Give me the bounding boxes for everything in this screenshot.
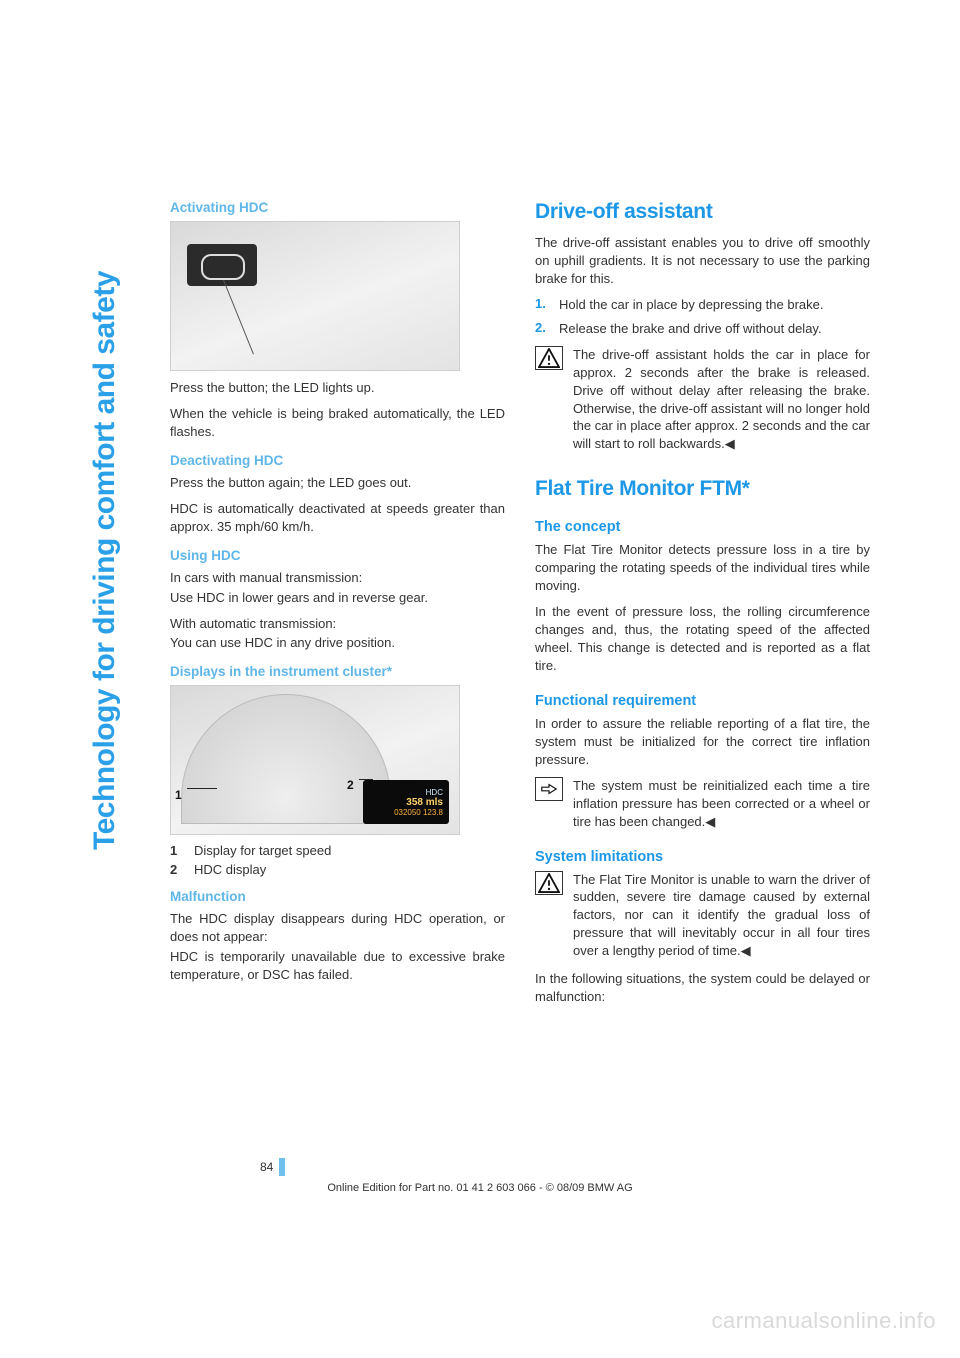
note-text: The Flat Tire Monitor is unable to warn … [573, 871, 870, 961]
heading-the-concept: The concept [535, 519, 870, 535]
body-text: The Flat Tire Monitor detects pressure l… [535, 541, 870, 595]
body-text: The drive-off assistant enables you to d… [535, 234, 870, 288]
warning-note: The Flat Tire Monitor is unable to warn … [535, 871, 870, 961]
body-text: Press the button again; the LED goes out… [170, 474, 505, 492]
warning-note: The drive-off assistant holds the car in… [535, 346, 870, 454]
content-columns: Activating HDC Press the button; the LED… [170, 200, 870, 1014]
heading-flat-tire-monitor: Flat Tire Monitor FTM* [535, 477, 870, 501]
page-number: 84 [260, 1160, 277, 1174]
legend-text: HDC display [194, 862, 266, 877]
page-number-bar [279, 1158, 285, 1176]
page-footer: 84 Online Edition for Part no. 01 41 2 6… [0, 1158, 960, 1194]
body-text: The HDC display disappears during HDC op… [170, 910, 505, 946]
cluster-line1: HDC [369, 788, 443, 797]
heading-functional-requirement: Functional requirement [535, 693, 870, 709]
warning-icon [535, 871, 563, 895]
step-number: 2. [535, 320, 549, 338]
note-text: The drive-off assistant holds the car in… [573, 346, 870, 454]
callout-line [223, 280, 254, 355]
step-item: 2. Release the brake and drive off witho… [535, 320, 870, 338]
body-text: HDC is automatically deactivated at spee… [170, 500, 505, 536]
heading-drive-off-assistant: Drive-off assistant [535, 200, 870, 224]
right-column: Drive-off assistant The drive-off assist… [535, 200, 870, 1014]
step-text: Hold the car in place by depressing the … [559, 296, 824, 314]
body-text: HDC is temporarily unavailable due to ex… [170, 948, 505, 984]
step-item: 1. Hold the car in place by depressing t… [535, 296, 870, 314]
page-number-wrap: 84 [260, 1158, 960, 1176]
step-text: Release the brake and drive off without … [559, 320, 822, 338]
legend-text: Display for target speed [194, 843, 331, 858]
body-text: In cars with manual transmission: [170, 569, 505, 587]
body-text: You can use HDC in any drive position. [170, 634, 505, 652]
body-text: Use HDC in lower gears and in reverse ge… [170, 589, 505, 607]
figure-hdc-button [170, 221, 460, 371]
body-text: In the following situations, the system … [535, 970, 870, 1006]
note-text: The system must be reinitialized each ti… [573, 777, 870, 831]
callout-label-1: 1 [175, 788, 182, 802]
figure-legend: 1 Display for target speed 2 HDC display [170, 843, 505, 877]
body-text: Press the button; the LED lights up. [170, 379, 505, 397]
page: Technology for driving comfort and safet… [0, 0, 960, 1358]
figure-instrument-cluster: 1 2 HDC 358 mls 032050 123.8 [170, 685, 460, 835]
legend-item: 1 Display for target speed [170, 843, 505, 858]
cluster-line2: 358 mls [369, 797, 443, 808]
heading-using-hdc: Using HDC [170, 548, 505, 563]
cluster-dial-graphic [181, 694, 391, 824]
section-side-label: Technology for driving comfort and safet… [88, 271, 122, 850]
body-text: In the event of pressure loss, the rolli… [535, 603, 870, 675]
body-text: In order to assure the reliable reportin… [535, 715, 870, 769]
info-note: The system must be reinitialized each ti… [535, 777, 870, 831]
legend-number: 1 [170, 843, 182, 858]
footer-line: Online Edition for Part no. 01 41 2 603 … [0, 1182, 960, 1194]
step-number: 1. [535, 296, 549, 314]
heading-system-limitations: System limitations [535, 849, 870, 865]
cluster-line3: 032050 123.8 [369, 808, 443, 817]
heading-displays-cluster: Displays in the instrument cluster* [170, 664, 505, 679]
watermark: carmanualsonline.info [711, 1308, 936, 1334]
body-text: With automatic transmission: [170, 615, 505, 633]
heading-malfunction: Malfunction [170, 889, 505, 904]
callout-arrow-1 [187, 788, 217, 789]
heading-deactivating-hdc: Deactivating HDC [170, 453, 505, 468]
warning-icon [535, 346, 563, 370]
callout-label-2: 2 [347, 778, 354, 792]
heading-activating-hdc: Activating HDC [170, 200, 505, 215]
legend-item: 2 HDC display [170, 862, 505, 877]
note-icon [535, 777, 563, 801]
ordered-steps: 1. Hold the car in place by depressing t… [535, 296, 870, 338]
cluster-display-box: HDC 358 mls 032050 123.8 [363, 780, 449, 824]
body-text: When the vehicle is being braked automat… [170, 405, 505, 441]
left-column: Activating HDC Press the button; the LED… [170, 200, 505, 1014]
legend-number: 2 [170, 862, 182, 877]
